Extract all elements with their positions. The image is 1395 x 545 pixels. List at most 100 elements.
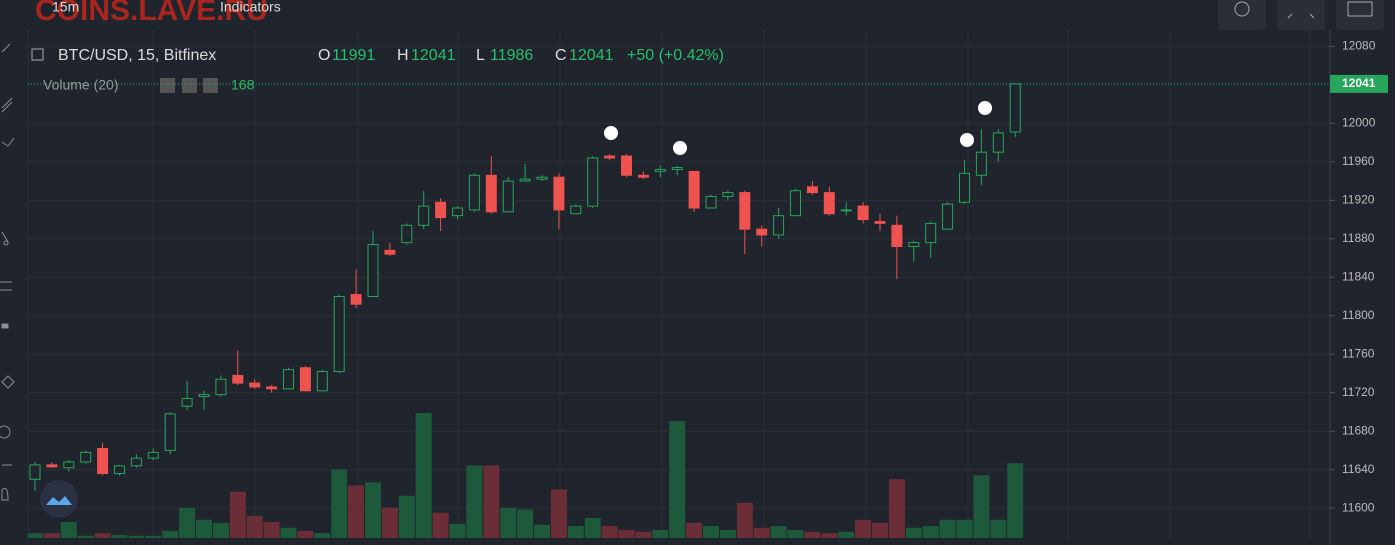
candle-body bbox=[181, 397, 193, 407]
volume-bar bbox=[719, 529, 736, 538]
logo-icon bbox=[46, 496, 72, 505]
volume-bar bbox=[145, 535, 162, 538]
price-tag bbox=[1330, 74, 1388, 93]
candle-body bbox=[587, 157, 599, 207]
candle-body bbox=[435, 201, 447, 219]
fullscreen-button[interactable] bbox=[1277, 0, 1325, 30]
candle-body bbox=[790, 190, 801, 217]
volume-bar bbox=[348, 485, 365, 538]
volume-bar bbox=[567, 525, 584, 538]
y-tick-label: 12080 bbox=[1342, 39, 1376, 53]
candle-body bbox=[773, 215, 785, 236]
logo-button[interactable] bbox=[40, 480, 78, 518]
candle-body bbox=[97, 448, 109, 475]
volume-bar bbox=[500, 507, 517, 538]
ohlc-key: O bbox=[318, 47, 330, 64]
ohlc-value: 12041 bbox=[569, 47, 614, 64]
volume-bar bbox=[635, 531, 652, 538]
volume-bar bbox=[821, 533, 838, 538]
candle-body bbox=[891, 224, 903, 247]
y-tick-label: 11680 bbox=[1342, 423, 1375, 437]
y-tick-label: 11960 bbox=[1342, 154, 1375, 168]
candle-body bbox=[975, 151, 987, 176]
candle-body bbox=[621, 155, 632, 176]
candle-body bbox=[806, 186, 818, 194]
volume-bar bbox=[1007, 463, 1024, 538]
volume-bar bbox=[804, 531, 821, 538]
volume-bar bbox=[196, 519, 212, 538]
candle-body bbox=[553, 176, 565, 211]
volume-bar bbox=[669, 421, 686, 538]
y-tick-label: 12000 bbox=[1342, 115, 1376, 129]
volume-bar bbox=[517, 509, 534, 538]
collapse-box[interactable] bbox=[31, 48, 44, 61]
candle-body bbox=[266, 386, 278, 390]
candle-body bbox=[367, 244, 379, 298]
volume-bar bbox=[280, 527, 297, 538]
left-tools[interactable] bbox=[0, 43, 15, 501]
volume-bar bbox=[263, 521, 280, 538]
candle-body bbox=[283, 369, 294, 390]
indicators-button[interactable]: Indicators bbox=[220, 0, 281, 15]
fullscreen-icon bbox=[1287, 13, 1315, 19]
ohlc-value: 12041 bbox=[411, 47, 456, 64]
y-tick-label: 11920 bbox=[1342, 192, 1375, 206]
volume-bar bbox=[770, 525, 787, 538]
candle-body bbox=[908, 242, 920, 247]
candle-body bbox=[874, 220, 886, 224]
candle-body bbox=[130, 457, 142, 467]
volume-bar bbox=[956, 519, 973, 538]
volume-bar bbox=[331, 469, 348, 538]
settings-icon bbox=[1234, 1, 1250, 17]
volume-bar bbox=[872, 522, 888, 538]
volume-bar bbox=[297, 530, 314, 538]
volume-bar bbox=[229, 491, 246, 538]
volume-tools[interactable] bbox=[160, 78, 218, 93]
volume-bar bbox=[652, 529, 669, 538]
vertical-grid bbox=[152, 30, 1311, 540]
volume-bar bbox=[365, 482, 381, 538]
candle-body bbox=[959, 172, 970, 203]
candle-body bbox=[857, 205, 869, 221]
watermark: COINS.LAVE.RU bbox=[35, 0, 268, 27]
volume-bar bbox=[838, 531, 855, 538]
candle-body bbox=[316, 371, 328, 392]
candle-body bbox=[418, 205, 430, 226]
y-tick-label: 11600 bbox=[1342, 500, 1375, 514]
y-tick-label: 11800 bbox=[1342, 308, 1375, 322]
candle-body bbox=[570, 205, 582, 215]
volume-bar bbox=[128, 535, 145, 538]
settings-button[interactable] bbox=[1218, 0, 1266, 30]
candle-body bbox=[756, 228, 768, 236]
volume-bar bbox=[246, 515, 263, 538]
volume-bar bbox=[60, 521, 77, 538]
candle-body bbox=[637, 174, 649, 178]
volume-bar bbox=[753, 527, 770, 538]
candle-body bbox=[232, 374, 244, 384]
volume-bar bbox=[703, 525, 719, 538]
candle-body bbox=[249, 382, 261, 388]
candle-body bbox=[992, 132, 1004, 153]
candle-body bbox=[468, 174, 480, 211]
interval-button[interactable]: 15m bbox=[52, 0, 79, 15]
candle-body bbox=[654, 169, 666, 172]
candle-body bbox=[452, 207, 463, 217]
candle-body bbox=[519, 178, 531, 182]
candle-body bbox=[688, 170, 700, 209]
y-tick-label: 11880 bbox=[1342, 231, 1375, 245]
volume-bar bbox=[483, 465, 500, 538]
volume-bar bbox=[973, 475, 990, 538]
snapshot-button[interactable] bbox=[1336, 0, 1384, 30]
candle-body bbox=[502, 180, 514, 213]
volume-bar bbox=[990, 519, 1007, 538]
volume-bar bbox=[314, 533, 331, 538]
candle-body bbox=[401, 224, 413, 244]
volume-bar bbox=[43, 533, 60, 538]
candle-body bbox=[739, 192, 751, 230]
price-tag-label: 12041 bbox=[1342, 76, 1376, 90]
symbol-title[interactable]: BTC/USD, 15, Bitfinex bbox=[58, 47, 216, 64]
volume-bar bbox=[162, 530, 179, 538]
ohlc-value: 11991 bbox=[332, 47, 375, 64]
